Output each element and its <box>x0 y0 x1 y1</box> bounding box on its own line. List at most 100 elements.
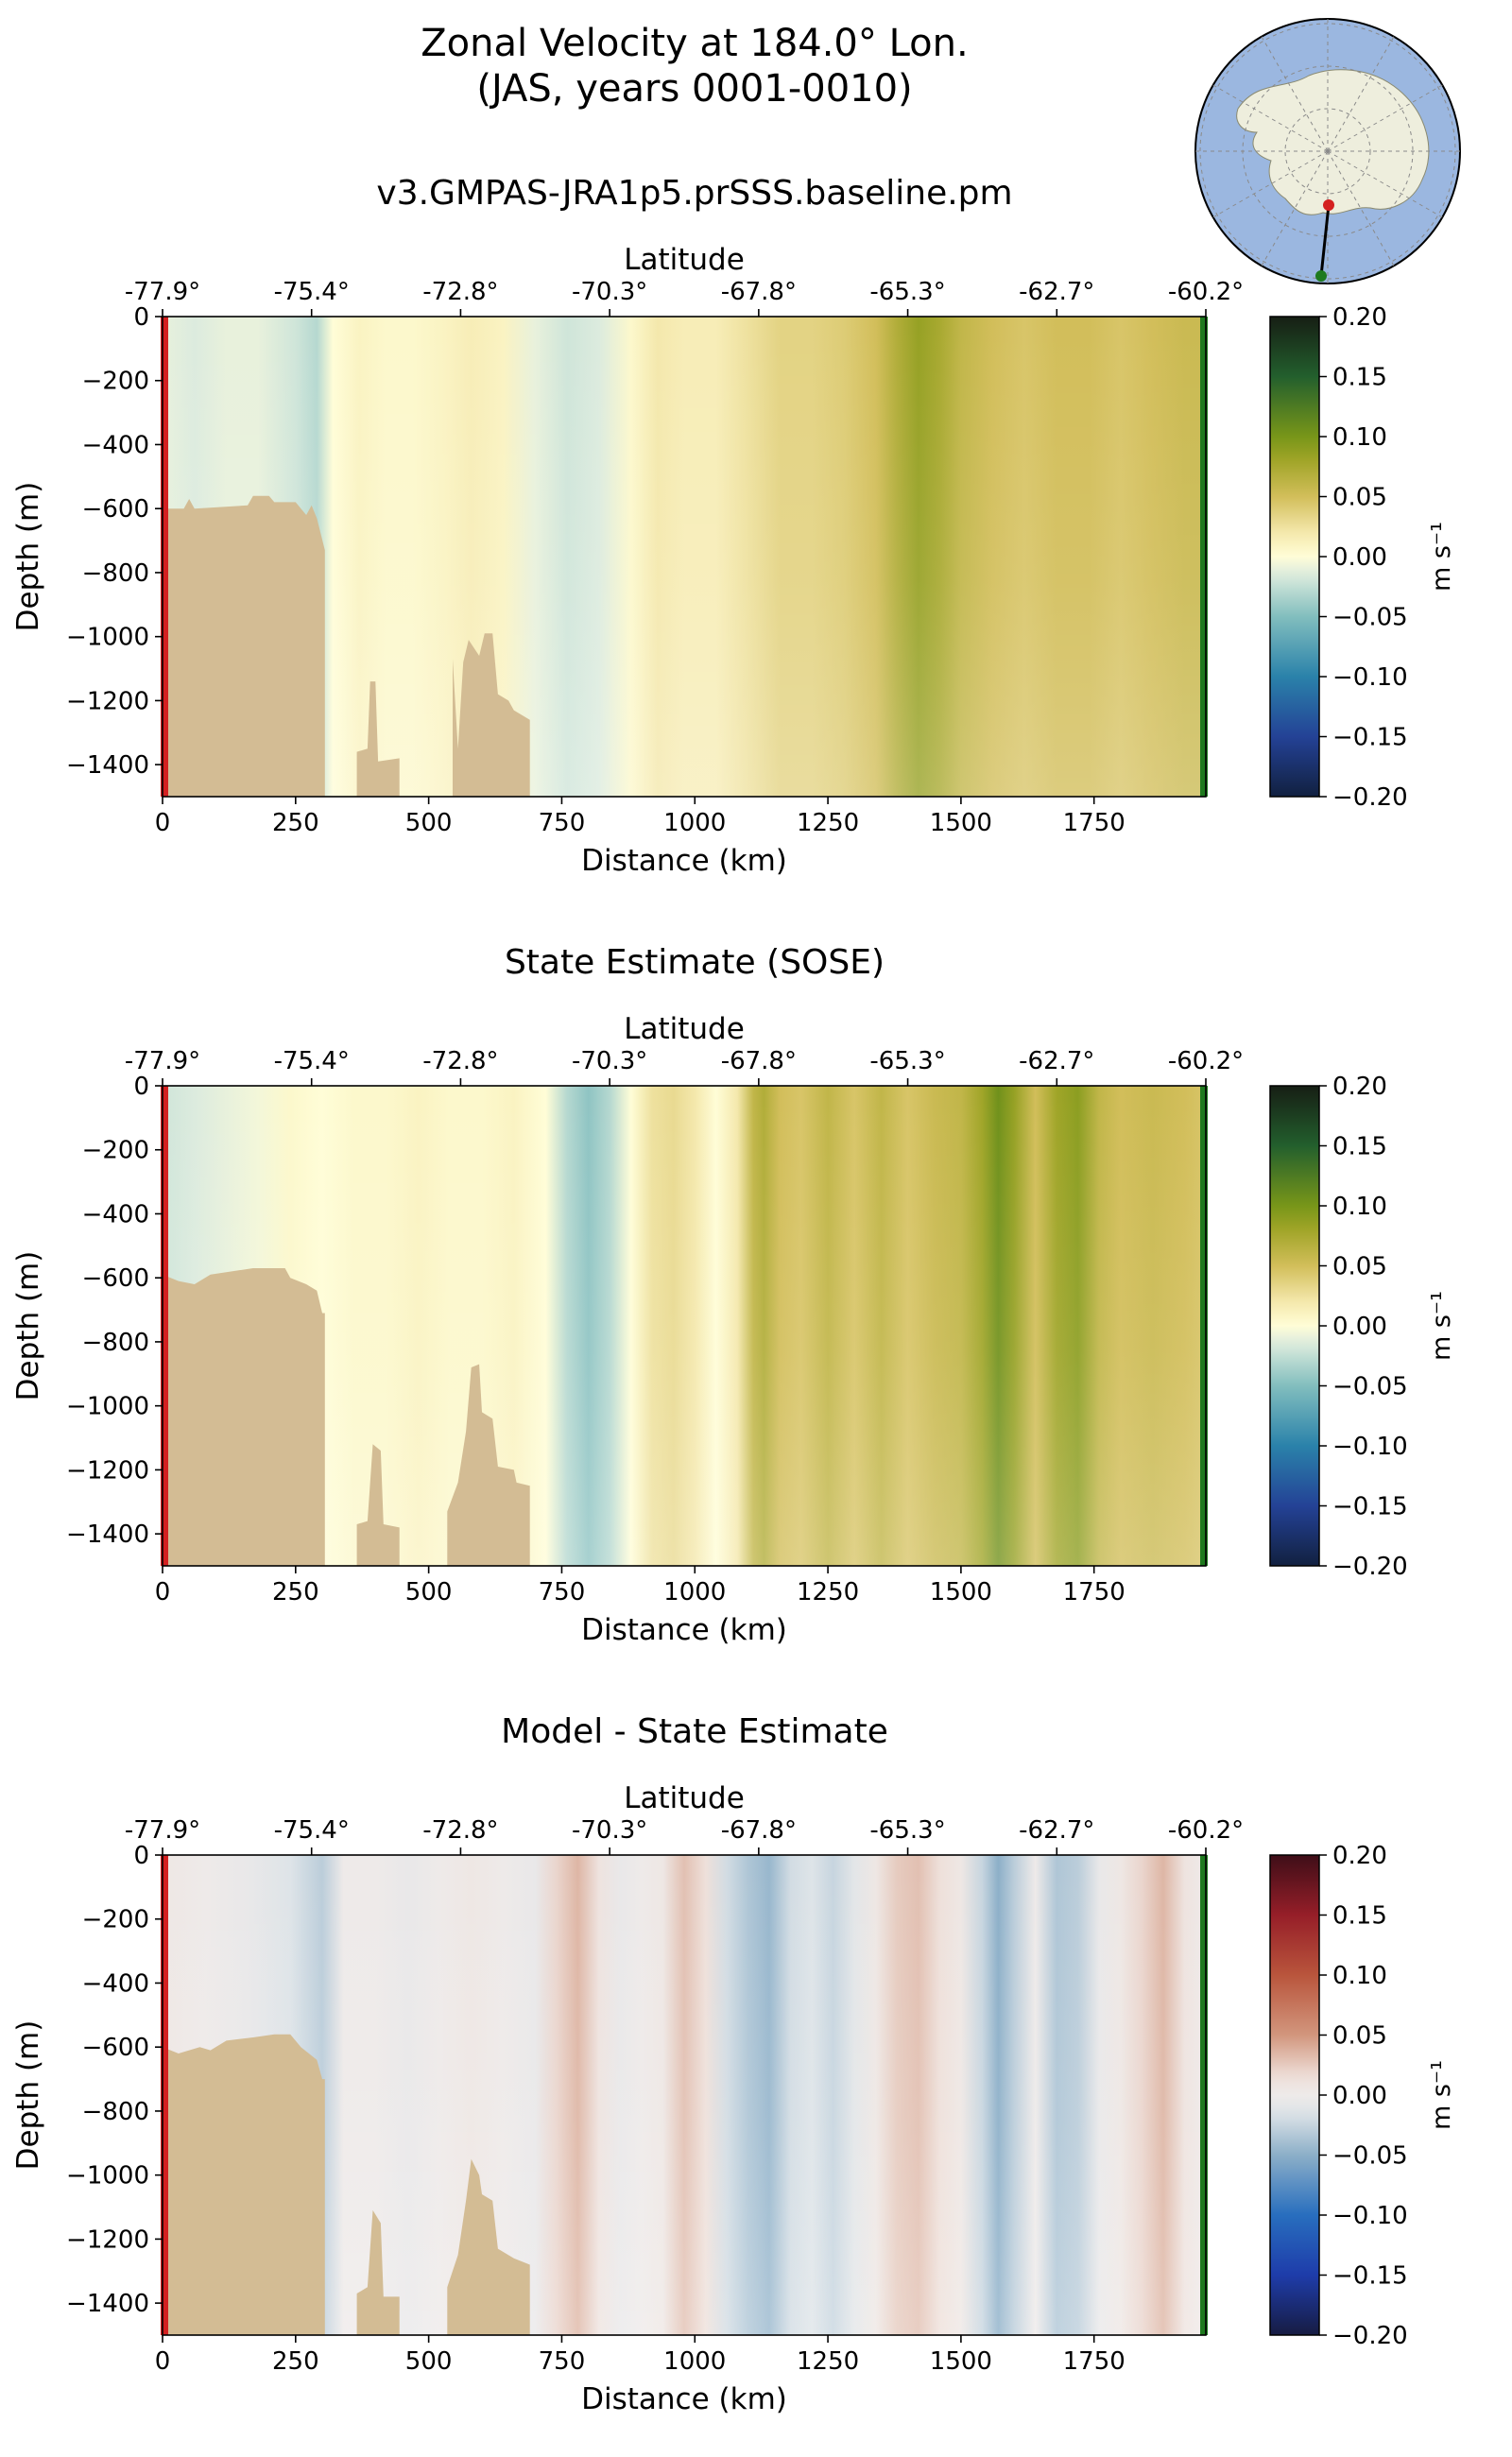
figure-title: Zonal Velocity at 184.0° Lon. (JAS, year… <box>0 21 1389 112</box>
panel-2: 0 250 500 750 1000 1250 1500 1750 Distance (km) -… <box>11 1012 1456 1647</box>
depth-shading <box>163 1855 1206 2335</box>
colorbar-tick-label: 0.00 <box>1332 1313 1387 1341</box>
lat-tick-label: -70.3° <box>572 278 647 306</box>
x-tick-label: 1750 <box>1063 1578 1125 1606</box>
x-tick-label: 500 <box>405 1578 453 1606</box>
lat-tick-label: -60.2° <box>1168 278 1244 306</box>
lat-tick-label: -77.9° <box>125 1816 200 1845</box>
y-tick-label: −1200 <box>66 687 149 715</box>
antarctic-section-map <box>1194 18 1461 284</box>
lat-tick-label: -65.3° <box>869 278 945 306</box>
colorbar-tick-label: 0.15 <box>1332 1133 1387 1161</box>
y-tick-label: −1400 <box>66 1521 149 1549</box>
panel-1: 0 250 500 750 1000 1250 1500 1750 Distance (km) -… <box>11 243 1456 878</box>
y-tick-label: 0 <box>133 303 149 332</box>
colorbar-label: m s⁻¹ <box>1427 1291 1456 1361</box>
x-axis-label: Distance (km) <box>581 2382 787 2416</box>
inset-latitude-circle <box>1284 108 1371 195</box>
colorbar-tick-label: −0.05 <box>1332 604 1408 632</box>
depth-shading <box>163 1086 1206 1566</box>
figure-title-line2: (JAS, years 0001-0010) <box>476 67 913 111</box>
x-tick-label: 1500 <box>930 1578 992 1606</box>
y-tick-label: −800 <box>82 559 149 588</box>
colorbar-tick-label: −0.20 <box>1332 783 1408 812</box>
x-tick-label: 0 <box>155 2347 171 2376</box>
lat-tick-label: -72.8° <box>422 1047 498 1075</box>
colorbar-tick-label: 0.15 <box>1332 364 1387 392</box>
x-tick-label: 0 <box>155 809 171 837</box>
x-tick-label: 1500 <box>930 809 992 837</box>
colorbar-tick-label: −0.05 <box>1332 1373 1408 1401</box>
y-tick-label: −200 <box>82 368 149 396</box>
panel-3: 0 250 500 750 1000 1250 1500 1750 Distance (km) -… <box>11 1781 1456 2416</box>
colorbar-tick-label: −0.15 <box>1332 2262 1408 2291</box>
colorbar-tick-label: −0.15 <box>1332 1493 1408 1521</box>
lat-tick-label: -77.9° <box>125 1047 200 1075</box>
colorbar-tick-label: −0.20 <box>1332 1553 1408 1581</box>
lat-tick-label: -75.4° <box>274 278 350 306</box>
panel-1-title: v3.GMPAS-JRA1p5.prSSS.baseline.pm <box>376 174 1013 213</box>
x-tick-label: 1250 <box>797 1578 859 1606</box>
lat-tick-label: -70.3° <box>572 1047 647 1075</box>
y-tick-label: −1000 <box>66 1393 149 1421</box>
y-tick-label: 0 <box>133 1073 149 1101</box>
x-tick-label: 750 <box>539 2347 586 2376</box>
y-axis-label: Depth (m) <box>11 2020 45 2171</box>
lat-tick-label: -72.8° <box>422 278 498 306</box>
y-tick-label: −1000 <box>66 624 149 652</box>
lat-tick-label: -75.4° <box>274 1816 350 1845</box>
lat-tick-label: -70.3° <box>572 1816 647 1845</box>
y-tick-label: −400 <box>82 1200 149 1228</box>
x-tick-label: 750 <box>539 809 586 837</box>
colorbar-label: m s⁻¹ <box>1427 522 1456 592</box>
y-tick-label: −600 <box>82 1264 149 1293</box>
inset-latitude-circle <box>1199 23 1456 280</box>
lat-tick-label: -67.8° <box>721 1047 797 1075</box>
y-tick-label: −1000 <box>66 2162 149 2191</box>
y-axis-label: Depth (m) <box>11 1251 45 1401</box>
x-tick-label: 1500 <box>930 2347 992 2376</box>
lat-tick-label: -62.7° <box>1019 1816 1094 1845</box>
colorbar <box>1269 1854 1320 2336</box>
inset-section-line <box>1319 204 1331 277</box>
plot-frame <box>162 1085 1207 1567</box>
panel-3-title: Model - State Estimate <box>501 1712 888 1751</box>
x-tick-label: 250 <box>272 2347 319 2376</box>
panel-2-title: State Estimate (SOSE) <box>504 943 885 982</box>
x-tick-label: 1000 <box>663 809 726 837</box>
x-axis-label: Distance (km) <box>581 1613 787 1647</box>
inset-end-point <box>1315 270 1327 282</box>
colorbar-tick-label: 0.10 <box>1332 1193 1387 1221</box>
y-tick-label: −600 <box>82 2034 149 2062</box>
lat-tick-label: -62.7° <box>1019 1047 1094 1075</box>
colorbar-tick-label: 0.00 <box>1332 2082 1387 2110</box>
x-axis-label: Distance (km) <box>581 844 787 878</box>
y-tick-label: −1200 <box>66 1456 149 1485</box>
depth-shading <box>163 317 1206 797</box>
x-tick-label: 1750 <box>1063 809 1125 837</box>
x-tick-label: 1000 <box>663 1578 726 1606</box>
x-tick-label: 1750 <box>1063 2347 1125 2376</box>
x-tick-label: 1250 <box>797 2347 859 2376</box>
x-tick-label: 750 <box>539 1578 586 1606</box>
y-tick-label: −600 <box>82 495 149 524</box>
colorbar-tick-label: −0.10 <box>1332 2202 1408 2230</box>
figure-title-line1: Zonal Velocity at 184.0° Lon. <box>421 22 969 65</box>
lat-tick-label: -75.4° <box>274 1047 350 1075</box>
colorbar-tick-label: −0.05 <box>1332 2142 1408 2171</box>
y-tick-label: −800 <box>82 1329 149 1357</box>
plot-frame <box>162 316 1207 798</box>
colorbar-tick-label: −0.15 <box>1332 724 1408 752</box>
top-axis-label: Latitude <box>624 1012 745 1046</box>
bathymetry-land <box>163 495 530 797</box>
colorbar-tick-label: 0.10 <box>1332 423 1387 452</box>
lat-tick-label: -67.8° <box>721 278 797 306</box>
colorbar-tick-label: 0.15 <box>1332 1902 1387 1931</box>
inset-start-point <box>1323 199 1334 211</box>
lat-tick-label: -67.8° <box>721 1816 797 1845</box>
top-axis-label: Latitude <box>624 243 745 277</box>
colorbar-tick-label: 0.20 <box>1332 1842 1387 1870</box>
y-tick-label: −200 <box>82 1906 149 1934</box>
colorbar-tick-label: −0.10 <box>1332 1433 1408 1461</box>
